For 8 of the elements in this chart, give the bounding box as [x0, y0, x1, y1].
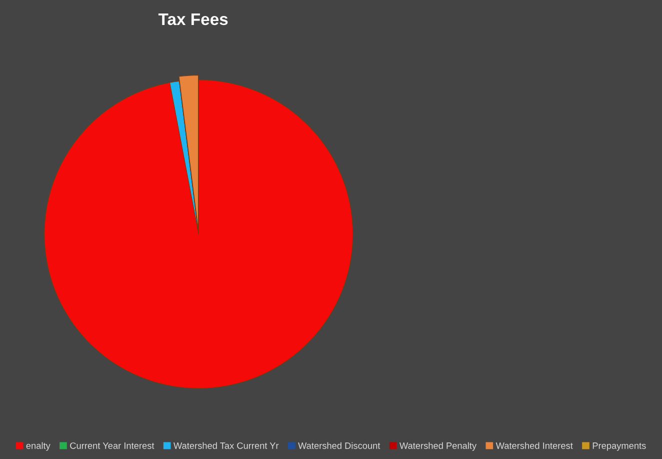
legend-label: Watershed Discount	[298, 442, 380, 449]
chart-title: Tax Fees	[158, 14, 228, 26]
legend-label: Watershed Tax Current Yr	[174, 442, 279, 449]
legend-label: Prepayments	[592, 442, 646, 451]
legend-label: Watershed Interest	[496, 442, 573, 449]
legend-label: Current Year Interest	[70, 442, 154, 449]
legend-label: enalty	[26, 442, 50, 451]
legend-label: Watershed Penalty	[399, 442, 477, 451]
